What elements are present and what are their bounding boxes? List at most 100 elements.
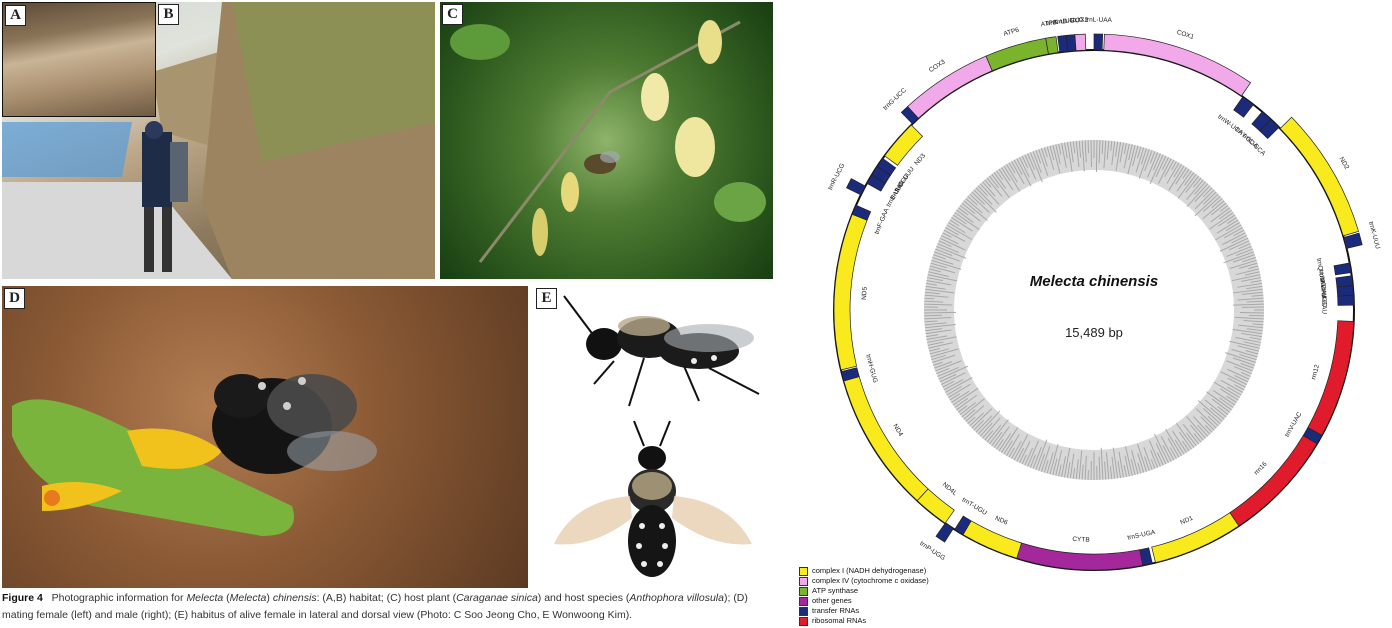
gc-tick xyxy=(1193,433,1202,443)
gc-tick xyxy=(1169,447,1177,459)
gene-trnC-GCA xyxy=(1259,118,1280,140)
gc-tick xyxy=(1232,303,1264,306)
legend-label: ATP synthase xyxy=(812,586,858,595)
legend-label: ribosomal RNAs xyxy=(812,616,867,625)
gc-tick xyxy=(943,379,964,391)
gc-tick xyxy=(1186,416,1206,439)
gc-tick xyxy=(1066,142,1073,172)
gc-tick xyxy=(1227,216,1237,224)
gc-tick xyxy=(1250,279,1262,283)
gc-tick xyxy=(933,254,946,260)
gc-tick xyxy=(1100,447,1104,480)
gc-tick xyxy=(984,179,992,188)
gc-tick xyxy=(936,245,967,259)
gc-tick xyxy=(942,232,952,238)
gc-tick xyxy=(1165,428,1182,456)
gc-tick xyxy=(1000,167,1011,182)
gc-tick xyxy=(949,219,960,227)
gene-ND4 xyxy=(843,376,929,502)
gc-tick xyxy=(1106,140,1110,160)
legend-item: complex IV (cytochrome c oxidase) xyxy=(799,576,929,586)
gc-tick xyxy=(1238,243,1251,250)
gc-tick xyxy=(939,237,966,251)
gene-label: trnD-GUC xyxy=(1055,17,1085,26)
gc-tick xyxy=(1194,189,1215,210)
gc-tick xyxy=(926,334,939,338)
gc-tick xyxy=(1000,427,1019,453)
gene-label: ND4 xyxy=(891,423,904,438)
legend-swatch xyxy=(799,566,808,576)
gene-legend: complex I (NADH dehydrogenase) complex IV… xyxy=(799,566,929,626)
gc-tick xyxy=(1131,449,1139,475)
gc-tick xyxy=(1052,458,1058,476)
gc-tick xyxy=(1006,164,1018,183)
gc-tick xyxy=(1149,440,1161,467)
caption-text: Photographic information for xyxy=(51,592,187,604)
gc-tick xyxy=(1193,181,1206,195)
photo-panel-d: D xyxy=(2,286,528,588)
legend-item: transfer RNAs xyxy=(799,606,929,616)
gene-features: trnL-UAACOX1trnW-UCAtrnY-GUAtrnC-GCAND2t… xyxy=(827,17,1381,571)
gc-tick xyxy=(1049,444,1059,475)
caption-text: ) xyxy=(266,592,273,604)
gc-tick xyxy=(945,376,973,393)
gc-tick xyxy=(927,341,944,346)
gc-tick xyxy=(1016,447,1025,462)
gene-trnL-UAA xyxy=(1093,33,1104,51)
gc-tick xyxy=(1013,159,1023,176)
gc-tick xyxy=(1193,177,1202,188)
gc-tick xyxy=(1223,251,1254,264)
legend-label: complex I (NADH dehydrogenase) xyxy=(812,566,927,575)
gc-tick xyxy=(957,207,969,216)
gc-tick xyxy=(993,172,1007,189)
gc-tick xyxy=(1190,424,1204,441)
gc-tick xyxy=(1211,398,1231,413)
gc-tick xyxy=(982,181,996,197)
gc-tick xyxy=(996,439,1004,450)
gc-tick xyxy=(1154,433,1169,464)
gc-tick xyxy=(1138,149,1150,179)
gene-trnW-UCA xyxy=(1233,96,1254,118)
gc-tick xyxy=(1132,145,1139,167)
gc-tick xyxy=(1171,161,1177,171)
gc-tick xyxy=(1081,464,1084,480)
gc-tick xyxy=(1214,224,1242,241)
gc-tick xyxy=(1219,397,1234,408)
gc-tick xyxy=(1147,152,1159,178)
gc-tick xyxy=(931,259,962,270)
gc-tick xyxy=(928,347,940,352)
gc-tick xyxy=(1150,449,1159,468)
gene-label: trnL-UAA xyxy=(1085,17,1113,24)
female-habitus-illustration xyxy=(554,295,760,577)
gc-tick xyxy=(969,412,984,427)
gc-tick xyxy=(1115,142,1122,171)
gc-tick xyxy=(939,373,957,383)
gene-label: trnK-UUU xyxy=(1046,17,1075,27)
gc-tick xyxy=(961,398,985,418)
gc-tick xyxy=(1235,248,1253,256)
gene-label: ND4L xyxy=(941,481,959,497)
gc-tick xyxy=(1166,162,1180,184)
gc-tick xyxy=(1210,407,1225,420)
gc-tick xyxy=(1182,423,1200,445)
gc-tick xyxy=(1046,452,1054,474)
gene-CYTB xyxy=(1016,542,1144,571)
gc-tick xyxy=(1240,362,1254,369)
gc-tick xyxy=(1019,156,1030,178)
gc-tick xyxy=(1175,167,1188,185)
gc-tick xyxy=(991,173,1010,198)
gc-tick xyxy=(1225,222,1240,232)
gc-tick xyxy=(1111,456,1116,479)
gc-tick xyxy=(924,311,957,314)
gc-tick xyxy=(1239,262,1258,269)
gc-tick xyxy=(1235,336,1261,343)
gc-tick xyxy=(1081,140,1085,172)
gc-tick xyxy=(954,212,980,231)
gc-tick xyxy=(926,335,948,341)
gc-tick xyxy=(956,394,977,411)
gene-label: ND5 xyxy=(861,286,869,300)
panel-label-a: A xyxy=(5,5,26,26)
gene-label: trnS-UGA xyxy=(1127,529,1157,542)
gc-tick xyxy=(1149,154,1164,185)
gc-tick xyxy=(1038,453,1045,471)
